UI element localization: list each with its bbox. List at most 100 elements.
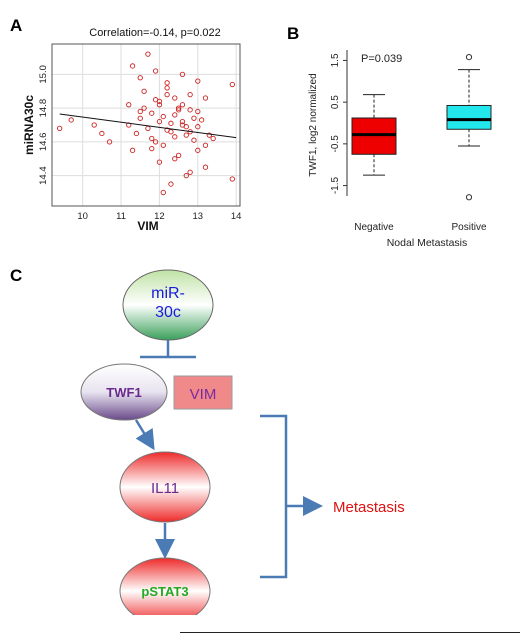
- bracket: [260, 414, 288, 579]
- data-point: [206, 132, 212, 138]
- y-axis-ticks: 14.4 14.6 14.8 15.0: [38, 65, 49, 185]
- data-point: [129, 147, 136, 153]
- data-point: [160, 189, 166, 196]
- data-point: [187, 169, 193, 175]
- data-point: [164, 85, 170, 91]
- chart-title: Correlation=-0.14, p=0.022: [89, 27, 220, 39]
- mir30c-label: miR- 30c: [151, 285, 185, 321]
- y-tick-label: 14.6: [38, 133, 49, 152]
- data-point: [210, 135, 216, 142]
- x-axis-label: Nodal Metastasis: [387, 237, 468, 249]
- scatter-chart: Correlation=-0.14, p=0.022 10 11 12 13 14 14…: [22, 27, 241, 233]
- data-point: [57, 125, 63, 132]
- mir30c-label-line: miR-: [151, 285, 185, 302]
- y-axis-ticks: -1.5 -0.5 0.5 1.5: [330, 53, 347, 194]
- y-tick-label: 0.5: [330, 95, 341, 109]
- boxes: [351, 53, 492, 201]
- data-point: [179, 118, 186, 125]
- data-point: [156, 102, 163, 108]
- x-tick-label: 11: [116, 211, 126, 222]
- data-point: [91, 122, 97, 128]
- data-point: [126, 102, 132, 108]
- data-point: [175, 152, 182, 159]
- data-point: [160, 142, 166, 148]
- data-point: [183, 132, 189, 138]
- y-tick-label: 15.0: [38, 65, 49, 84]
- data-point: [179, 71, 186, 78]
- vim-label: VIM: [190, 386, 217, 403]
- box-plot-chart: -1.5-0.50.51.5 P=0.039 Negative Positive …: [308, 50, 492, 249]
- data-point: [156, 159, 163, 165]
- data-point: [168, 120, 174, 126]
- data-point: [202, 95, 209, 101]
- data-point: [164, 80, 170, 86]
- x-axis-ticks: 10 11 12 13 14: [77, 211, 241, 222]
- x-axis-categories: Negative Positive: [354, 222, 487, 233]
- data-point: [145, 125, 151, 132]
- data-point: [152, 68, 159, 74]
- y-tick-label: 14.4: [38, 166, 49, 185]
- data-point: [149, 110, 155, 116]
- pstat3-node: [119, 557, 211, 615]
- data-point: [229, 176, 235, 182]
- data-point: [137, 75, 143, 81]
- x-tick-label: 12: [154, 211, 165, 222]
- box-body: [446, 104, 492, 130]
- y-tick-label: -0.5: [330, 135, 341, 153]
- data-point: [191, 137, 197, 143]
- data-point: [175, 107, 182, 113]
- plot-frame: [51, 43, 241, 207]
- data-point: [172, 112, 178, 118]
- data-point: [156, 98, 163, 105]
- box-positive: [446, 53, 492, 201]
- bottom-rule: [180, 632, 520, 633]
- x-tick-label: 10: [77, 211, 88, 222]
- data-points: [57, 51, 235, 196]
- data-point: [191, 115, 197, 121]
- data-point: [195, 108, 201, 115]
- data-point: [156, 118, 163, 125]
- mir30c-label-line: 30c: [155, 304, 181, 321]
- data-point: [187, 107, 193, 113]
- y-axis-label: miRNA30c: [22, 95, 36, 155]
- outlier-point: [465, 194, 473, 201]
- gridlines: [52, 44, 240, 206]
- data-point: [195, 124, 201, 130]
- category-label: Negative: [354, 222, 394, 233]
- data-point: [195, 147, 201, 153]
- data-point: [195, 78, 201, 84]
- data-point: [183, 124, 189, 130]
- panel-label-a: A: [10, 16, 23, 35]
- data-point: [168, 181, 174, 187]
- data-point: [68, 117, 74, 123]
- data-point: [160, 113, 166, 120]
- data-point: [179, 102, 186, 108]
- x-tick-label: 13: [193, 211, 204, 222]
- data-point: [106, 139, 113, 145]
- pstat3-label: pSTAT3: [141, 584, 188, 599]
- data-point: [145, 51, 151, 57]
- box-negative: [351, 94, 397, 176]
- data-point: [164, 91, 170, 98]
- vim-box: [173, 375, 233, 410]
- data-point: [129, 63, 136, 69]
- twf1-node: [80, 363, 168, 421]
- y-tick-label: 1.5: [330, 53, 341, 67]
- il11-label: IL11: [151, 480, 179, 497]
- panel-label-c: C: [10, 266, 23, 285]
- data-point: [152, 139, 159, 145]
- metastasis-label: Metastasis: [333, 499, 405, 516]
- data-point: [99, 130, 105, 137]
- arrow-twf1-il11: [134, 419, 155, 451]
- x-tick-label: 14: [231, 211, 242, 222]
- y-tick-label: 14.8: [38, 99, 49, 118]
- annotation-p-value: P=0.039: [361, 53, 402, 65]
- data-point: [137, 115, 143, 121]
- data-point: [183, 172, 189, 179]
- data-point: [198, 117, 205, 123]
- data-point: [149, 135, 155, 142]
- data-point: [202, 142, 209, 148]
- trend-line: [59, 113, 237, 139]
- data-point: [229, 81, 235, 88]
- y-tick-label: -1.5: [330, 177, 341, 195]
